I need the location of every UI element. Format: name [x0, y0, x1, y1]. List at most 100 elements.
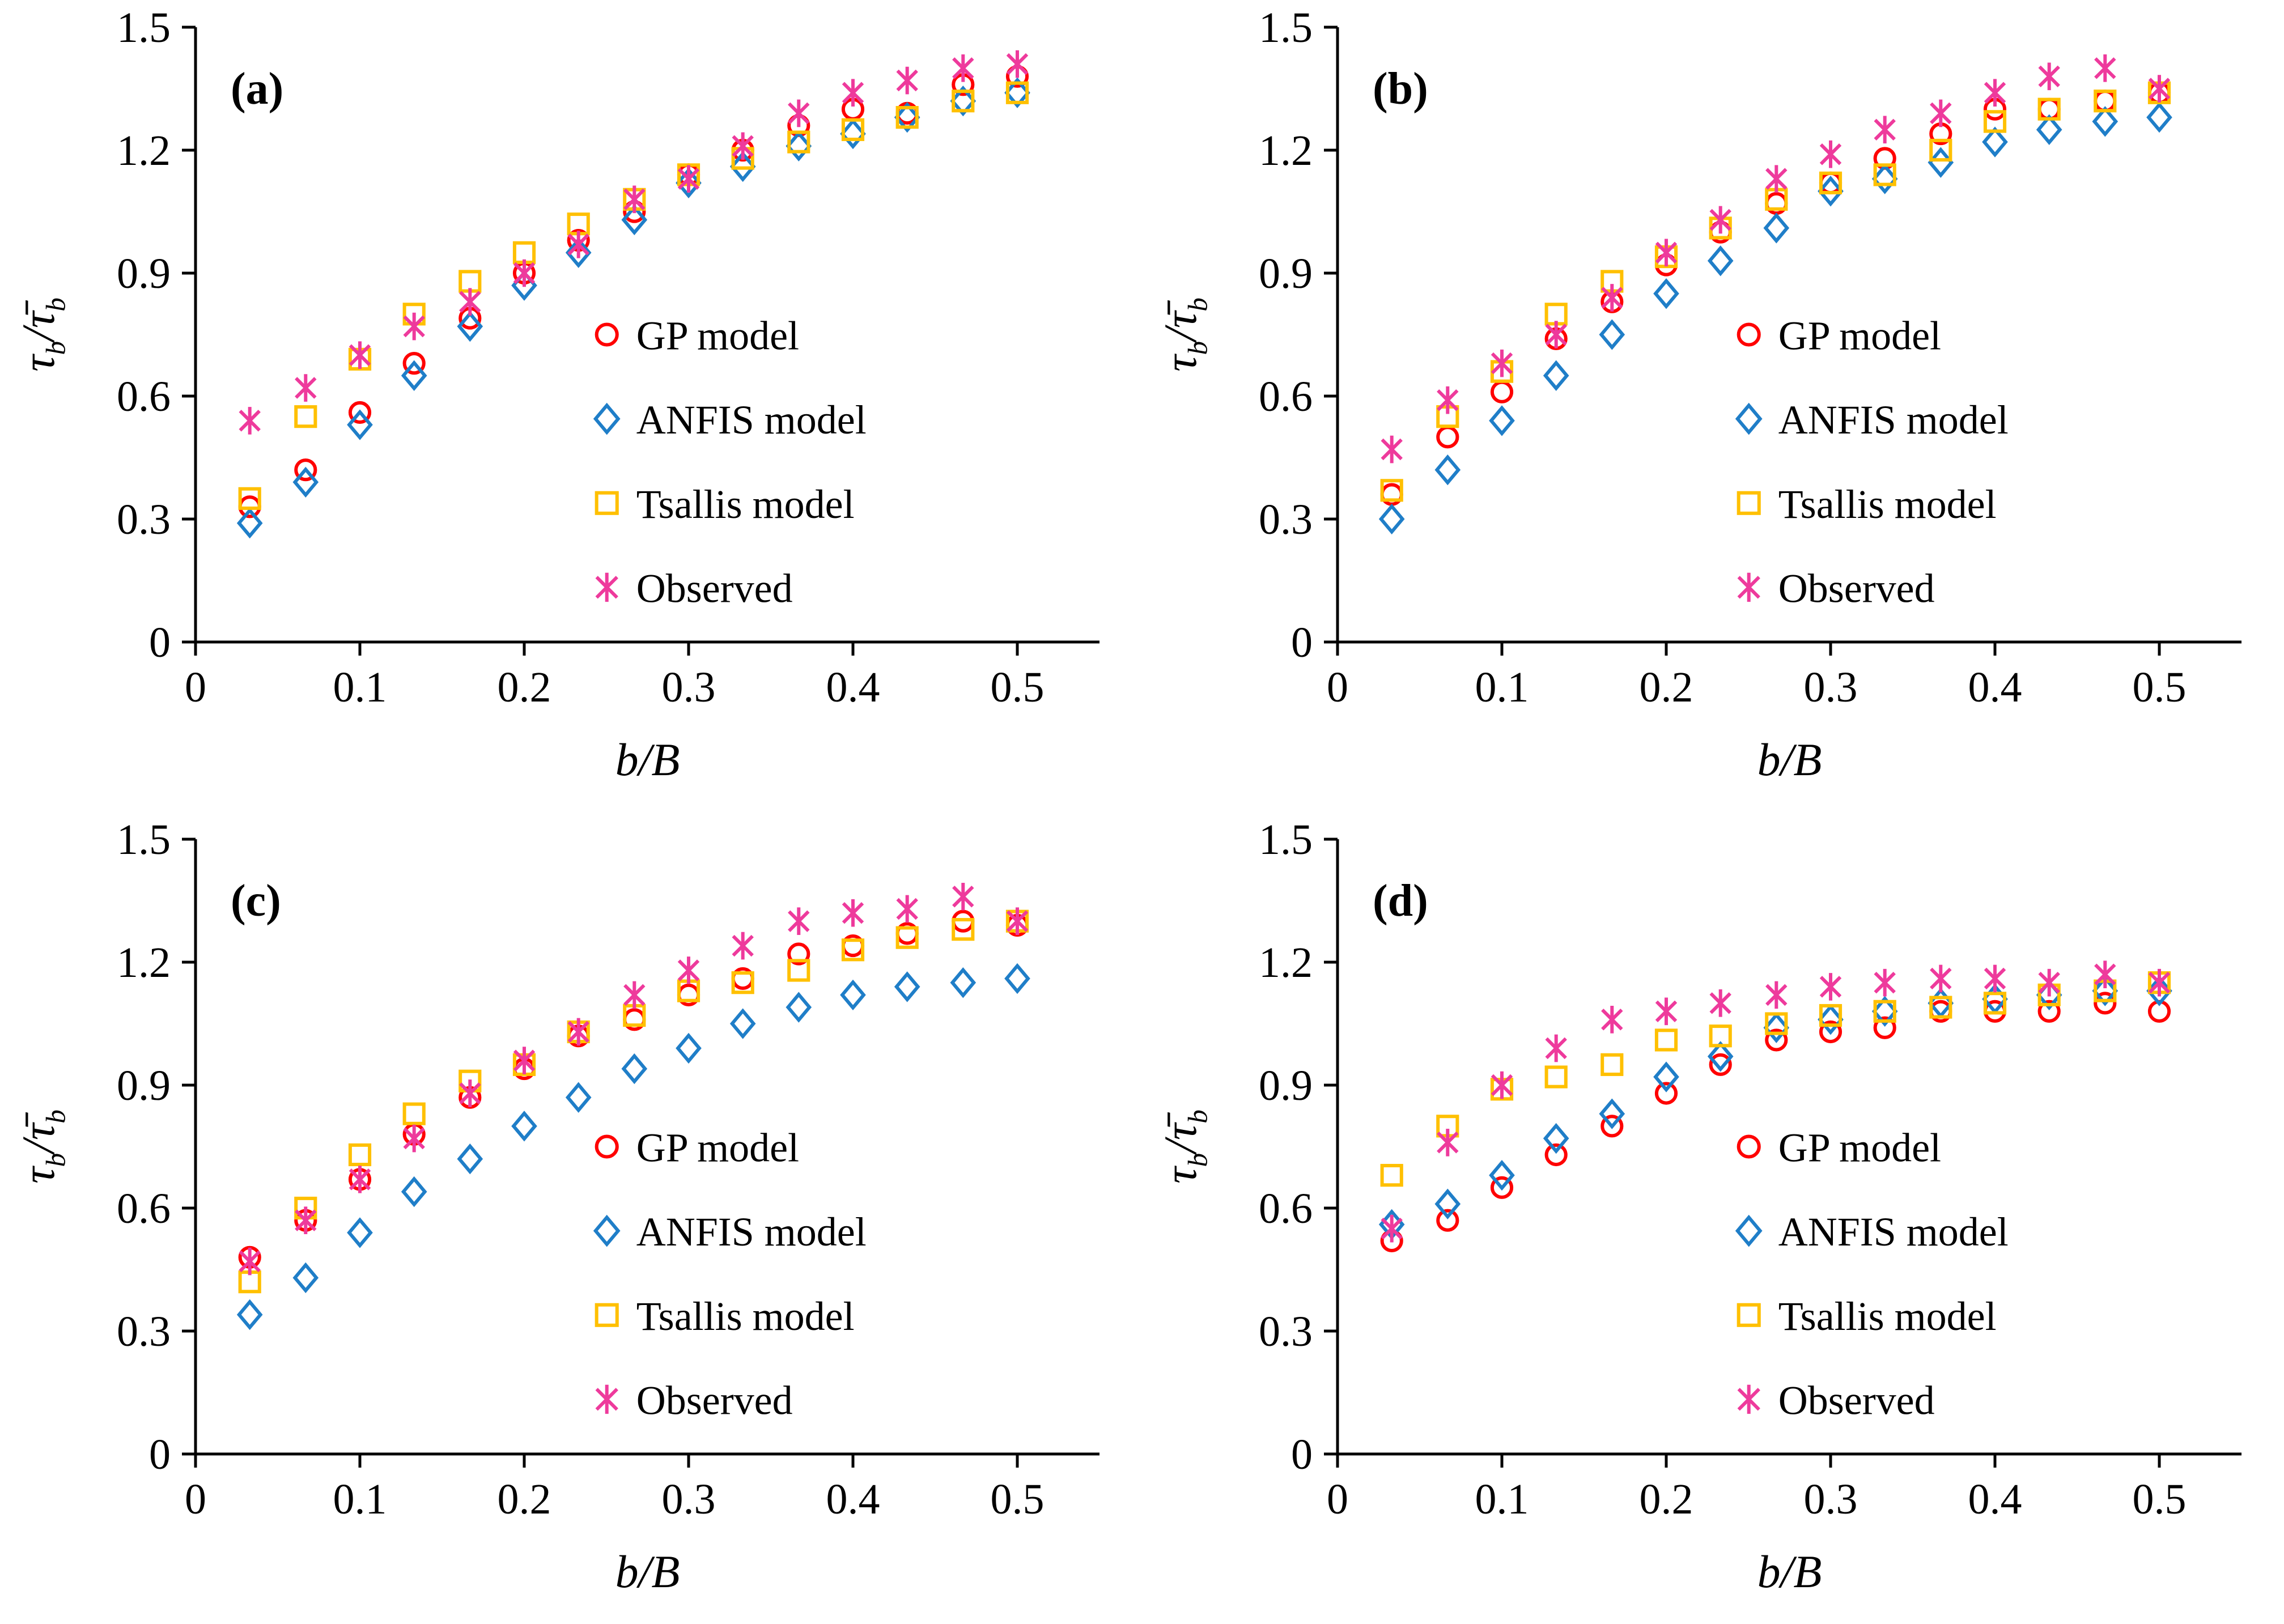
legend-item-tsallis-model: Tsallis model	[595, 482, 855, 527]
data-point	[2094, 992, 2117, 1015]
series-anfis-model	[1378, 101, 2172, 535]
data-point	[1601, 1115, 1624, 1138]
data-point	[2036, 114, 2062, 145]
data-point	[349, 341, 371, 369]
data-point	[676, 167, 702, 199]
data-point	[677, 956, 700, 984]
data-point	[292, 466, 319, 498]
data-point	[1709, 1024, 1732, 1048]
x-tick-label: 0	[185, 1476, 206, 1523]
data-point	[840, 118, 866, 150]
data-point	[732, 932, 754, 960]
data-point	[787, 130, 810, 154]
data-point	[950, 86, 977, 117]
data-point	[1655, 997, 1678, 1026]
data-point	[348, 401, 372, 424]
x-tick-label: 0.5	[2133, 664, 2187, 711]
series-tsallis-model	[1380, 971, 2171, 1187]
data-point	[1006, 50, 1029, 78]
data-point	[729, 1008, 756, 1039]
y-tick-label: 1.5	[1259, 4, 1313, 52]
y-axis-ticks: 0 0.3 0.6 0.9 1.2 1.5	[1259, 4, 1338, 666]
data-point	[1874, 968, 1896, 997]
x-tick-label: 0.1	[333, 1476, 387, 1523]
x-tick-label: 0.4	[1968, 1476, 2022, 1523]
data-point	[1765, 981, 1788, 1009]
x-tick-label: 0.4	[826, 1476, 880, 1523]
data-point	[2038, 968, 2060, 997]
y-tick-label: 1.2	[117, 939, 171, 987]
data-point	[786, 992, 812, 1023]
data-point	[2037, 1000, 2061, 1023]
data-point	[459, 1079, 481, 1107]
y-tick-label: 0	[149, 1431, 171, 1478]
y-axis-title: τb/τ̄b	[12, 297, 71, 372]
data-point	[1437, 386, 1459, 414]
legend-item-tsallis-model: Tsallis model	[595, 1294, 855, 1339]
legend: GP model ANFIS model Tsallis model Observed	[593, 313, 867, 611]
x-tick-label: 0.2	[498, 1476, 551, 1523]
y-tick-label: 0.6	[1259, 373, 1313, 420]
data-point	[894, 101, 920, 133]
x-tick-label: 0.1	[333, 664, 387, 711]
data-point	[1765, 1028, 1788, 1052]
data-point	[1491, 349, 1513, 377]
x-tick-label: 0	[185, 664, 206, 711]
data-point	[1873, 163, 1896, 186]
series-observed	[1381, 960, 2171, 1243]
y-tick-label: 0.6	[117, 373, 171, 420]
data-point	[1819, 1004, 1843, 1027]
series-gp-model	[238, 909, 1029, 1269]
data-point	[292, 1262, 319, 1294]
data-point	[896, 895, 918, 923]
data-point	[2146, 101, 2172, 133]
x-tick-label: 0.2	[1640, 664, 1693, 711]
data-point	[401, 1176, 427, 1208]
data-point	[1434, 454, 1461, 486]
data-point	[1380, 479, 1403, 502]
data-point	[1873, 1000, 1896, 1023]
legend-label: GP model	[636, 1125, 799, 1171]
x-tick-label: 0.2	[498, 664, 551, 711]
data-point	[1599, 319, 1625, 350]
data-point	[1437, 1128, 1459, 1157]
data-point	[1928, 147, 1954, 178]
data-point	[1489, 1159, 1515, 1191]
data-point	[236, 1299, 263, 1330]
data-point	[294, 405, 317, 428]
legend-item-tsallis-model: Tsallis model	[1737, 482, 1997, 527]
x-tick-label: 0.3	[1804, 1476, 1858, 1523]
data-point	[842, 899, 864, 927]
legend-item-gp-model: GP model	[595, 1125, 799, 1171]
x-tick-label: 0	[1327, 1476, 1348, 1523]
data-point	[1929, 996, 1952, 1019]
data-point	[1544, 1065, 1568, 1089]
data-point	[1489, 405, 1515, 436]
data-point	[1654, 1028, 1678, 1052]
data-point	[950, 967, 977, 998]
data-point	[732, 132, 754, 160]
data-point	[1653, 1061, 1679, 1092]
panel-a: 0 0.1 0.2 0.3 0.4 0.5 0 0.3 0.6 0.9 1.2 1.5 b/B τb/τ̄…	[0, 0, 1142, 812]
legend-item-observed: Observed	[1737, 566, 1935, 611]
data-point	[787, 942, 810, 966]
data-point	[294, 458, 317, 482]
y-tick-label: 0.9	[117, 1062, 171, 1109]
y-tick-label: 0.3	[1259, 1308, 1313, 1355]
data-point	[1819, 140, 1842, 168]
data-point	[1004, 963, 1030, 994]
series-tsallis-model	[238, 909, 1029, 1294]
x-tick-label: 0.1	[1475, 664, 1529, 711]
data-point	[565, 237, 592, 268]
data-point	[403, 1124, 425, 1153]
data-point	[1491, 1071, 1513, 1099]
chart-a: 0 0.1 0.2 0.3 0.4 0.5 0 0.3 0.6 0.9 1.2 1.5 b/B τb/τ̄…	[12, 4, 1099, 785]
x-tick-label: 0.3	[662, 1476, 716, 1523]
x-axis-ticks: 0 0.1 0.2 0.3 0.4 0.5	[1327, 1454, 2187, 1523]
panel-b: 0 0.1 0.2 0.3 0.4 0.5 0 0.3 0.6 0.9 1.2 1.5 b/B τb/τ̄…	[1142, 0, 2284, 812]
legend-label: Tsallis model	[636, 482, 855, 527]
data-point	[1490, 1176, 1514, 1199]
y-tick-label: 1.5	[1259, 816, 1313, 864]
y-axis-ticks: 0 0.3 0.6 0.9 1.2 1.5	[117, 816, 196, 1478]
series-observed	[239, 882, 1029, 1276]
